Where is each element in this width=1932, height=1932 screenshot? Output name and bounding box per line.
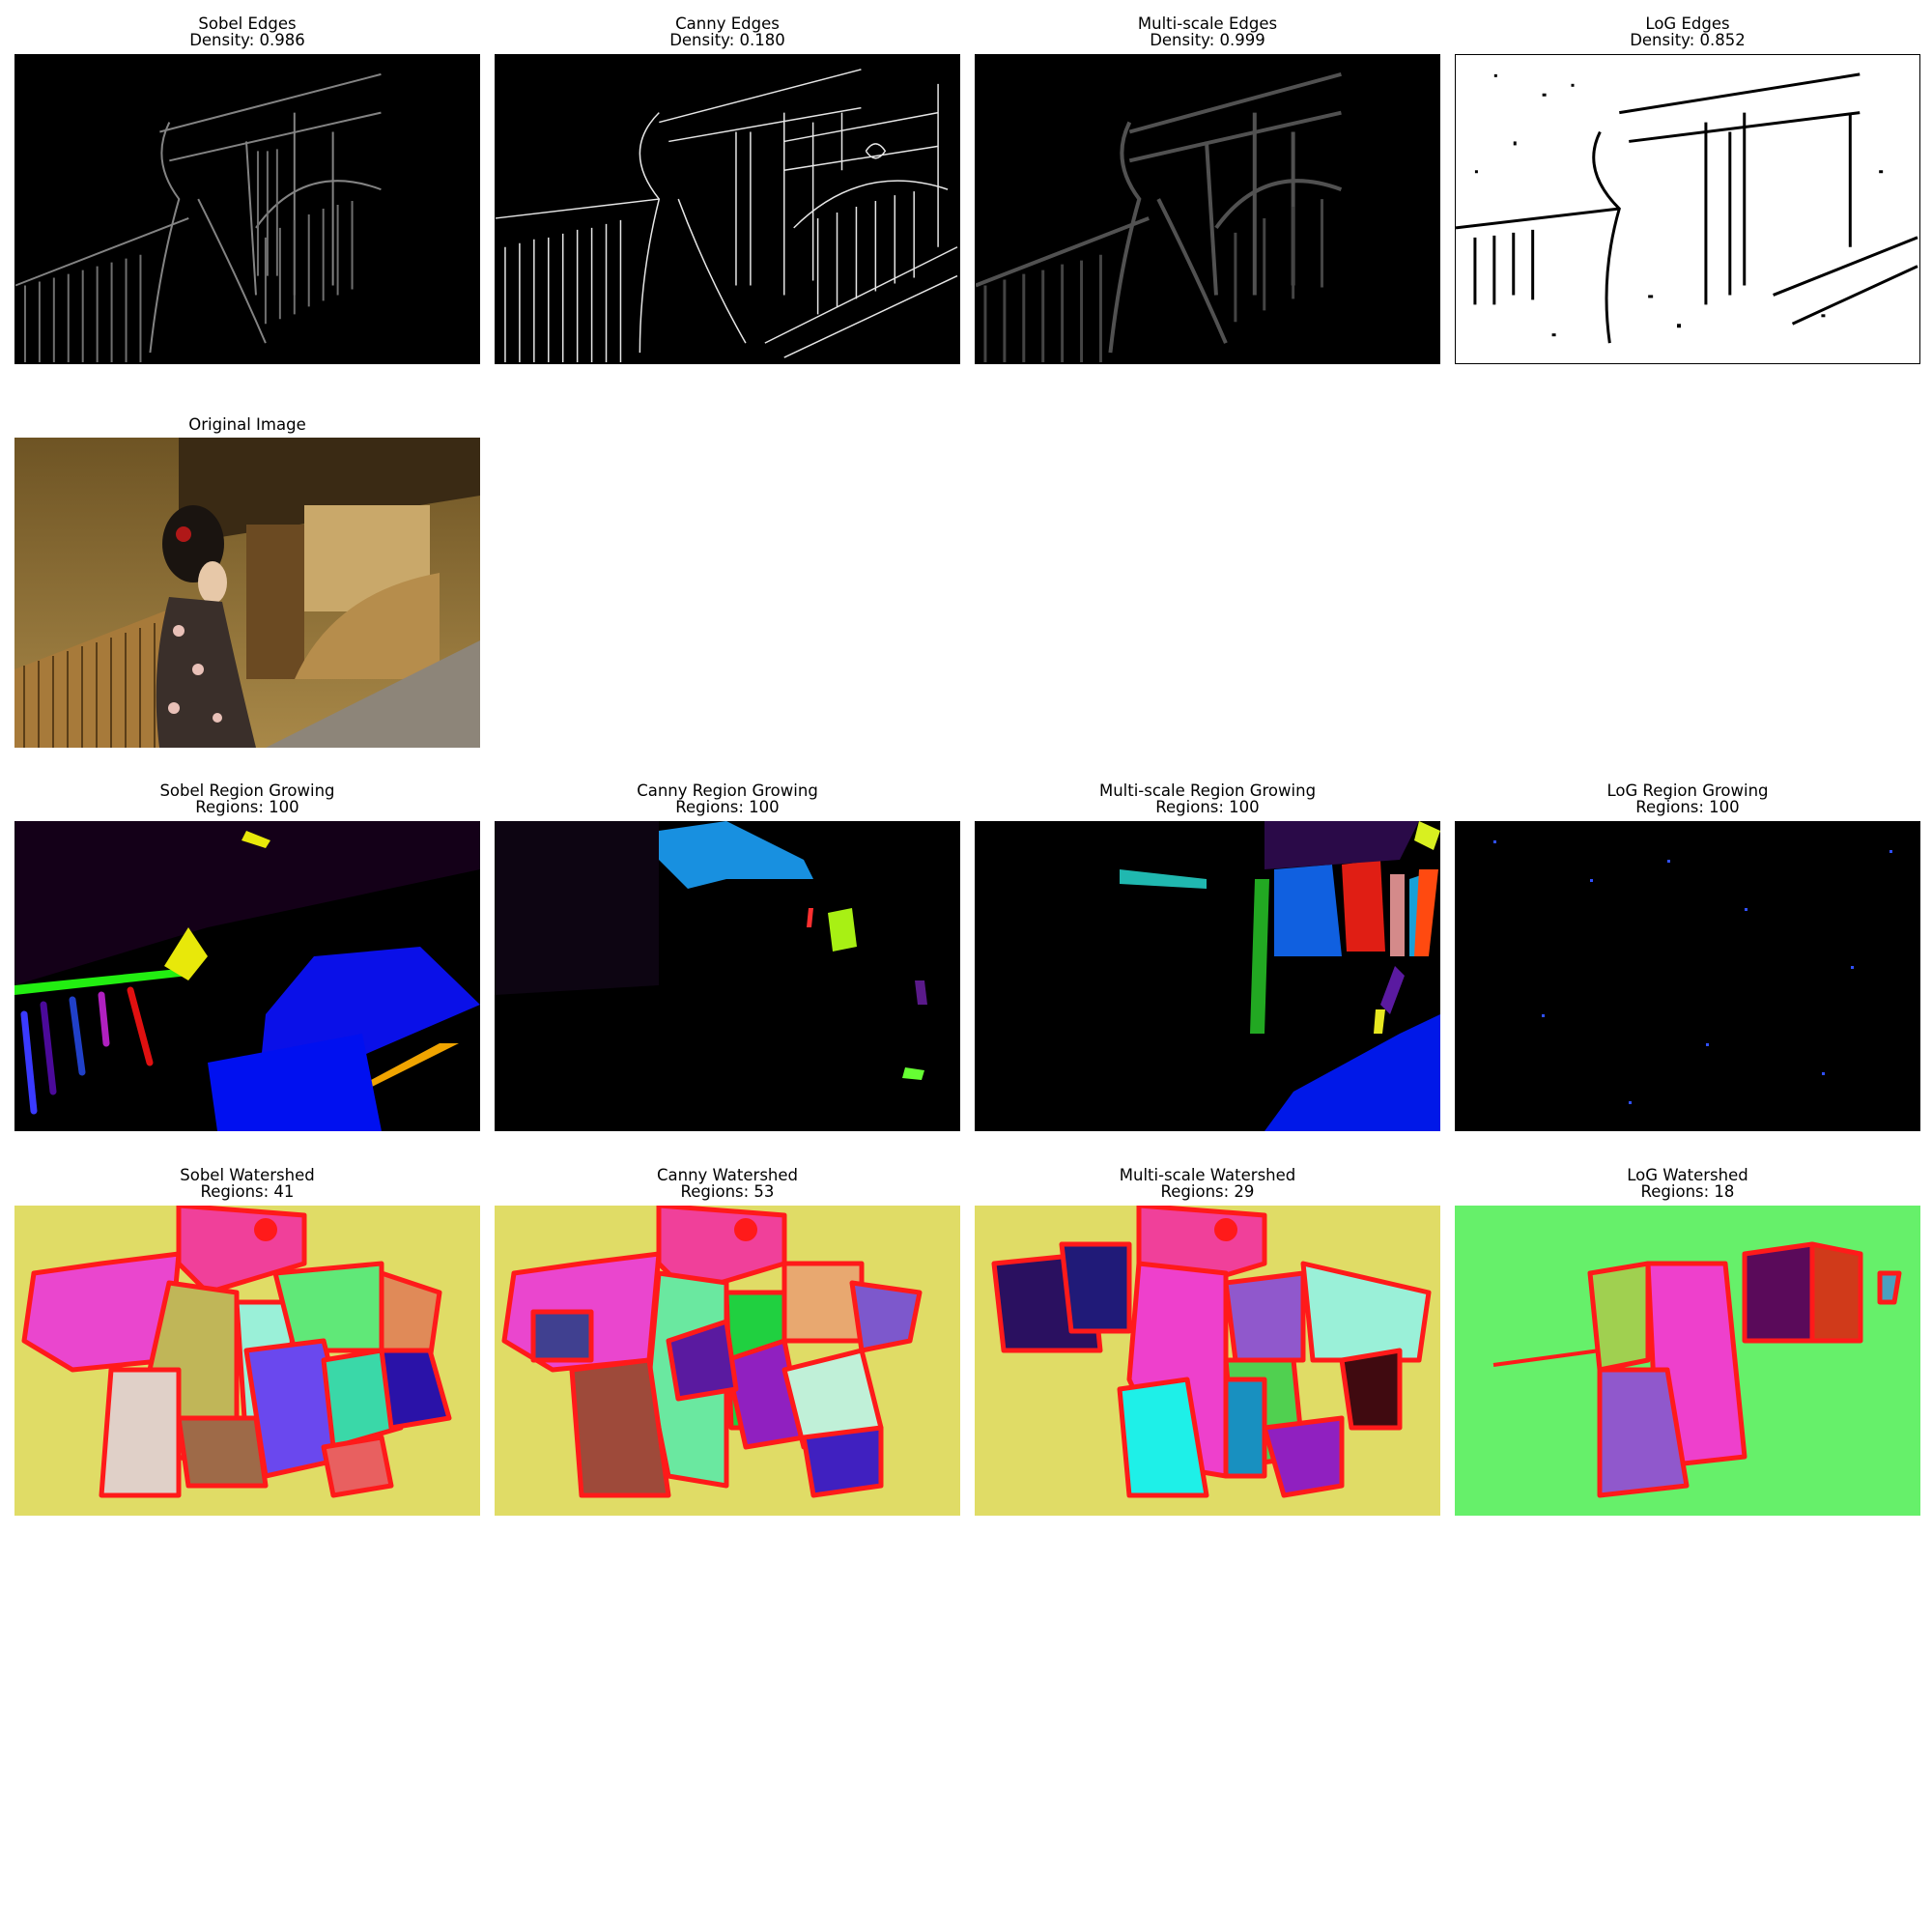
panel-title-original: Original Image — [14, 416, 480, 433]
stat-text: Regions: 100 — [1155, 798, 1260, 816]
panel-title-sobel-region-growing: Sobel Region Growing Regions: 100 — [14, 782, 480, 815]
title-text: LoG Region Growing — [1606, 781, 1769, 800]
title-text: Sobel Edges — [198, 14, 297, 33]
stat-text: Regions: 41 — [200, 1182, 295, 1201]
title-text: Multi-scale Region Growing — [1098, 781, 1317, 800]
panel-title-canny-region-growing: Canny Region Growing Regions: 100 — [495, 782, 960, 815]
panel-title-multiscale-watershed: Multi-scale Watershed Regions: 29 — [975, 1167, 1440, 1200]
stat-text: Regions: 100 — [195, 798, 299, 816]
title-text: Multi-scale Watershed — [1119, 1166, 1296, 1184]
log-edges-image — [1455, 54, 1920, 364]
multiscale-watershed-image — [975, 1206, 1440, 1516]
stat-text: Density: 0.999 — [1150, 31, 1265, 49]
title-text: Multi-scale Edges — [1137, 14, 1278, 33]
panel-title-log-edges: LoG Edges Density: 0.852 — [1455, 15, 1920, 48]
multiscale-edges-image — [975, 54, 1440, 364]
stat-text: Density: 0.852 — [1630, 31, 1746, 49]
canny-edges-image — [495, 54, 960, 364]
title-text: LoG Watershed — [1627, 1166, 1748, 1184]
panel-title-log-watershed: LoG Watershed Regions: 18 — [1455, 1167, 1920, 1200]
stat-text: Regions: 18 — [1640, 1182, 1735, 1201]
stat-text: Regions: 100 — [675, 798, 780, 816]
stat-text: Regions: 100 — [1635, 798, 1740, 816]
multiscale-region-growing-image — [975, 821, 1440, 1131]
sobel-edges-image — [14, 54, 480, 364]
panel-title-canny-watershed: Canny Watershed Regions: 53 — [495, 1167, 960, 1200]
canny-watershed-image — [495, 1206, 960, 1516]
title-text: Canny Region Growing — [637, 781, 818, 800]
stat-text: Regions: 53 — [680, 1182, 775, 1201]
panel-title-log-region-growing: LoG Region Growing Regions: 100 — [1455, 782, 1920, 815]
panel-title-multiscale-edges: Multi-scale Edges Density: 0.999 — [975, 15, 1440, 48]
panel-title-sobel-watershed: Sobel Watershed Regions: 41 — [14, 1167, 480, 1200]
original-photo — [14, 438, 480, 748]
sobel-region-growing-image — [14, 821, 480, 1131]
title-text: LoG Edges — [1645, 14, 1730, 33]
title-text: Canny Watershed — [656, 1166, 798, 1184]
stat-text: Regions: 29 — [1160, 1182, 1255, 1201]
title-text: Original Image — [188, 415, 306, 434]
title-text: Sobel Watershed — [180, 1166, 315, 1184]
stat-text: Density: 0.986 — [189, 31, 305, 49]
log-watershed-image — [1455, 1206, 1920, 1516]
panel-title-multiscale-region-growing: Multi-scale Region Growing Regions: 100 — [975, 782, 1440, 815]
title-text: Sobel Region Growing — [159, 781, 335, 800]
sobel-watershed-image — [14, 1206, 480, 1516]
canny-region-growing-image — [495, 821, 960, 1131]
log-region-growing-image — [1455, 821, 1920, 1131]
panel-title-canny-edges: Canny Edges Density: 0.180 — [495, 15, 960, 48]
title-text: Canny Edges — [675, 14, 780, 33]
stat-text: Density: 0.180 — [669, 31, 785, 49]
panel-title-sobel-edges: Sobel Edges Density: 0.986 — [14, 15, 480, 48]
